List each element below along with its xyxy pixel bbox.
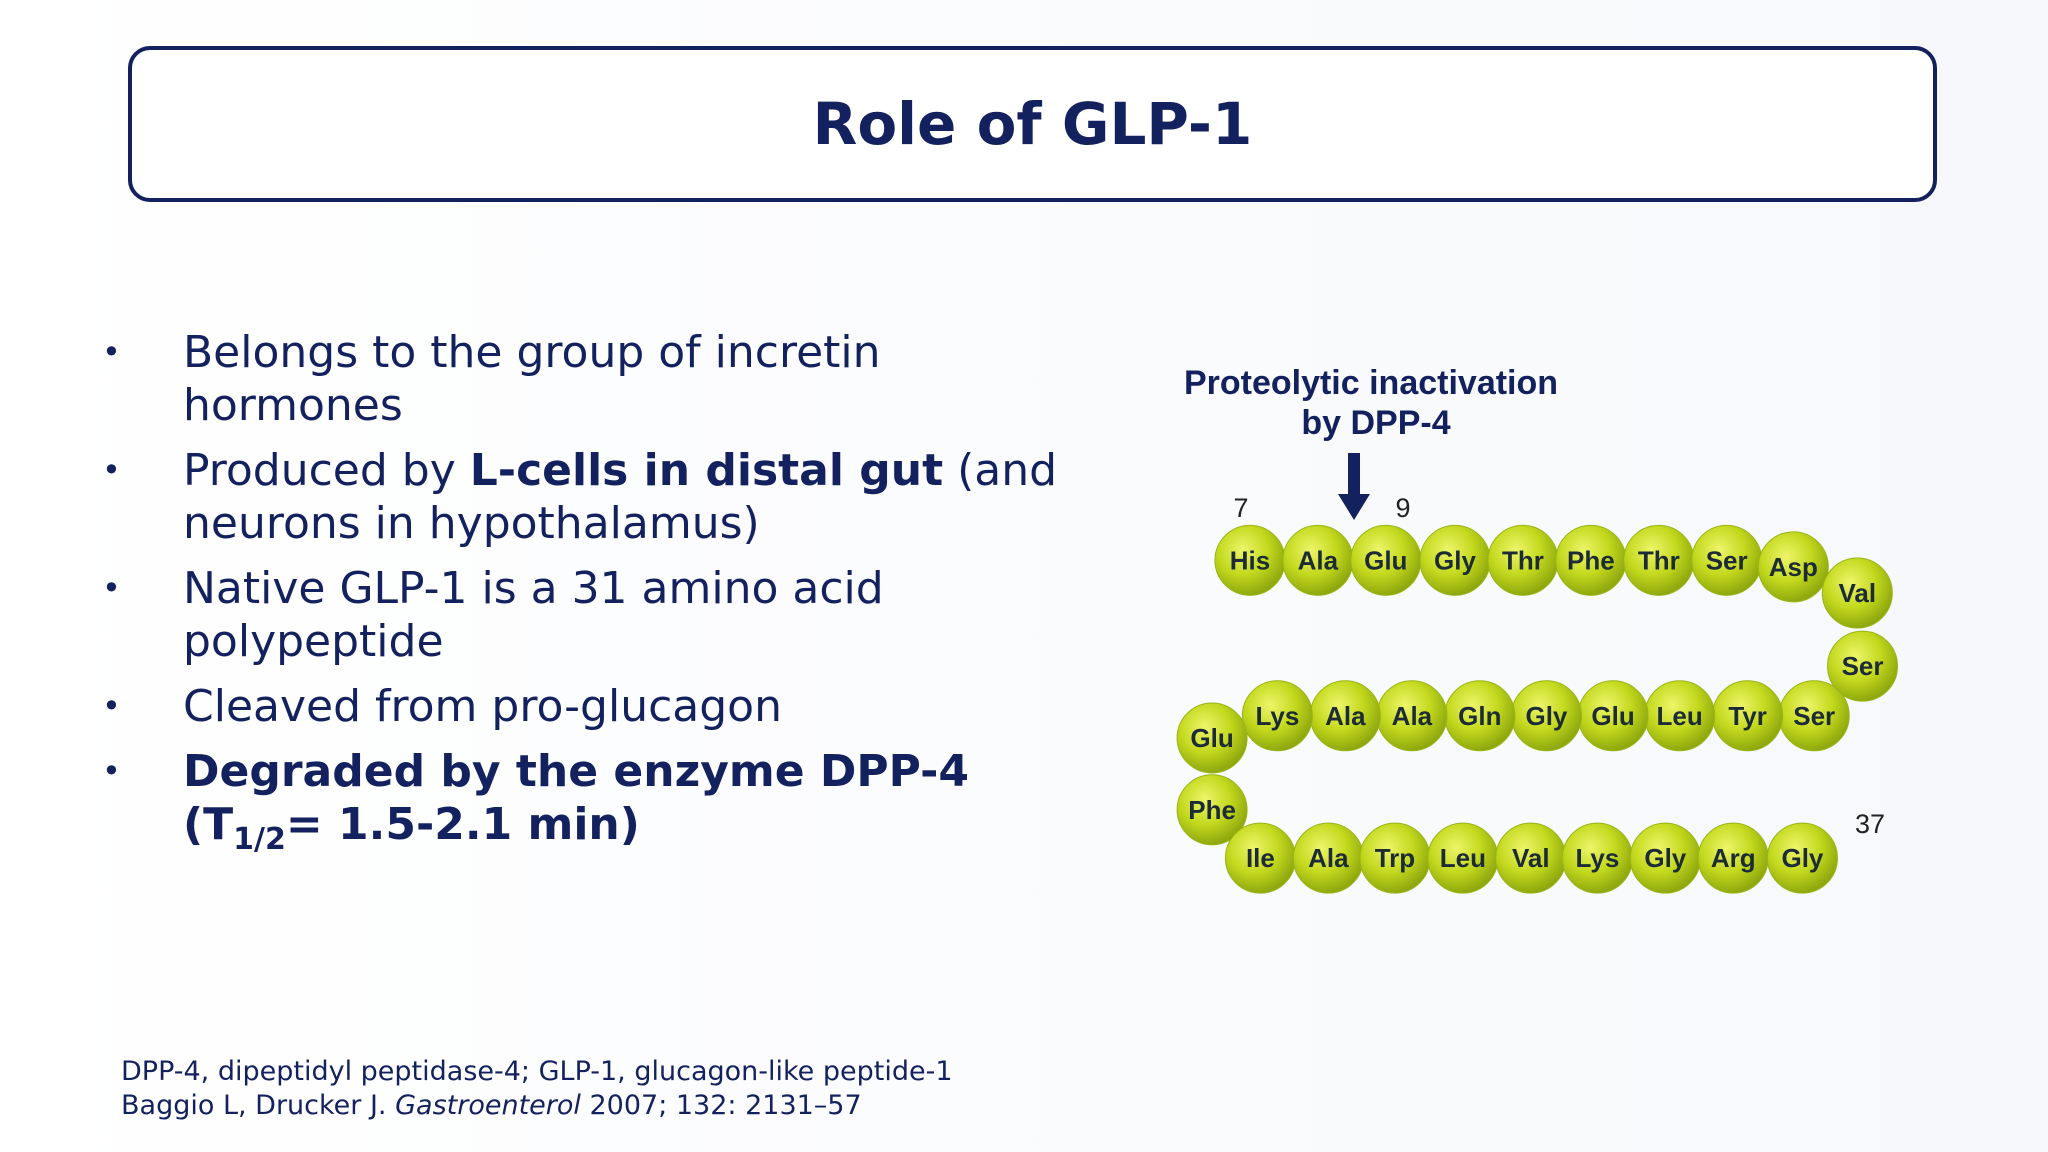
residue-ball [1176, 774, 1248, 846]
residue-label: Gly [1525, 701, 1567, 731]
bullet-text: Cleaved from pro-glucagon [183, 681, 782, 732]
residue-label: Thr [1638, 545, 1680, 575]
residue-label: Trp [1375, 843, 1415, 873]
residue-label: Asp [1769, 552, 1818, 582]
title-box: Role of GLP-1 [128, 46, 1937, 202]
arrow-shaft [1348, 453, 1360, 497]
title: Role of GLP-1 [812, 90, 1253, 158]
residue-ball [1766, 822, 1838, 894]
residue-label: Ala [1392, 701, 1433, 731]
residue-label: Ser [1793, 701, 1835, 731]
residue-label: Val [1839, 578, 1877, 608]
bullet-text: = 1.5-2.1 min) [285, 799, 640, 850]
diagram-label: by DPP-4 [1301, 404, 1450, 442]
residue-chain: His Ala Glu Gly Thr Phe Thr Ser AspValSerSerTyrL… [1176, 524, 1899, 894]
footnote-line: DPP-4, dipeptidyl peptidase-4; GLP-1, gl… [121, 1056, 953, 1087]
residue-label: Lys [1575, 843, 1619, 873]
footnote-line: Baggio L, Drucker J. Gastroenterol 2007;… [121, 1089, 953, 1123]
bullet: Native GLP-1 is a 31 amino acid polypept… [100, 562, 1090, 668]
residue-ball [1827, 630, 1899, 702]
residue-label: Val [1512, 843, 1550, 873]
bullet: Produced by L-cells in distal gut (and n… [100, 444, 1090, 550]
residue-label: Ala [1308, 843, 1349, 873]
diagram-label: Proteolytic inactivation [1184, 364, 1558, 402]
residue-label: Gly [1434, 545, 1476, 575]
position-number: 37 [1855, 809, 1885, 839]
bullet-bold: L-cells in distal gut [469, 445, 944, 496]
bullet-text: Native GLP-1 is a 31 amino acid polypept… [183, 563, 884, 667]
bullet-text: Belongs to the group of incretin hormone… [183, 327, 881, 431]
bullet: Degraded by the enzyme DPP-4 (T1/2= 1.5-… [100, 745, 1090, 855]
residue-label: Gly [1781, 843, 1823, 873]
residue-label: Glu [1190, 723, 1233, 753]
residue-label: Arg [1711, 843, 1756, 873]
journal: Gastroenterol [395, 1090, 581, 1121]
residue-label: Glu [1591, 701, 1634, 731]
footnote-text: Baggio L, Drucker J. [121, 1090, 396, 1121]
residue-label: Leu [1440, 843, 1486, 873]
residue-label: Leu [1657, 701, 1703, 731]
residue-label: Ser [1842, 651, 1884, 681]
residue-ball [1176, 702, 1248, 774]
residue-label: Ser [1706, 545, 1748, 575]
residue-label: Glu [1364, 545, 1407, 575]
bullet-bold: Degraded by the enzyme DPP-4 (T1/2= 1.5-… [183, 746, 970, 855]
residue-label: His [1230, 545, 1270, 575]
bullet-text: Degraded by the enzyme DPP-4 (T [183, 746, 970, 850]
bullet: Belongs to the group of incretin hormone… [100, 326, 1090, 432]
residue-ball [1241, 680, 1313, 752]
bullet-list: Belongs to the group of incretin hormone… [100, 326, 1090, 863]
position-number: 9 [1395, 493, 1410, 523]
residue-ball [1757, 531, 1829, 603]
bullet: Cleaved from pro-glucagon [100, 680, 1090, 733]
arrow-head [1338, 494, 1370, 520]
residue-label: Thr [1502, 545, 1544, 575]
subscript: 1/2 [233, 822, 286, 857]
residue-ball [1821, 557, 1893, 629]
footnote: DPP-4, dipeptidyl peptidase-4; GLP-1, gl… [121, 1055, 953, 1123]
residue-label: Lys [1255, 701, 1299, 731]
residue-label: Ile [1246, 843, 1275, 873]
residue-label: Gln [1458, 701, 1501, 731]
position-number: 7 [1233, 493, 1248, 523]
bullet-text: (and neurons in hypothalamus) [183, 445, 1058, 549]
residue-label: Phe [1567, 545, 1615, 575]
residue-label: Tyr [1728, 701, 1767, 731]
residue-label: Ala [1298, 545, 1339, 575]
residue-label: Ala [1325, 701, 1366, 731]
footnote-text: 2007; 132: 2131–57 [580, 1090, 862, 1121]
bullet-text: Produced by [183, 445, 470, 496]
residue-label: Gly [1644, 843, 1686, 873]
residue-label: Phe [1188, 795, 1236, 825]
